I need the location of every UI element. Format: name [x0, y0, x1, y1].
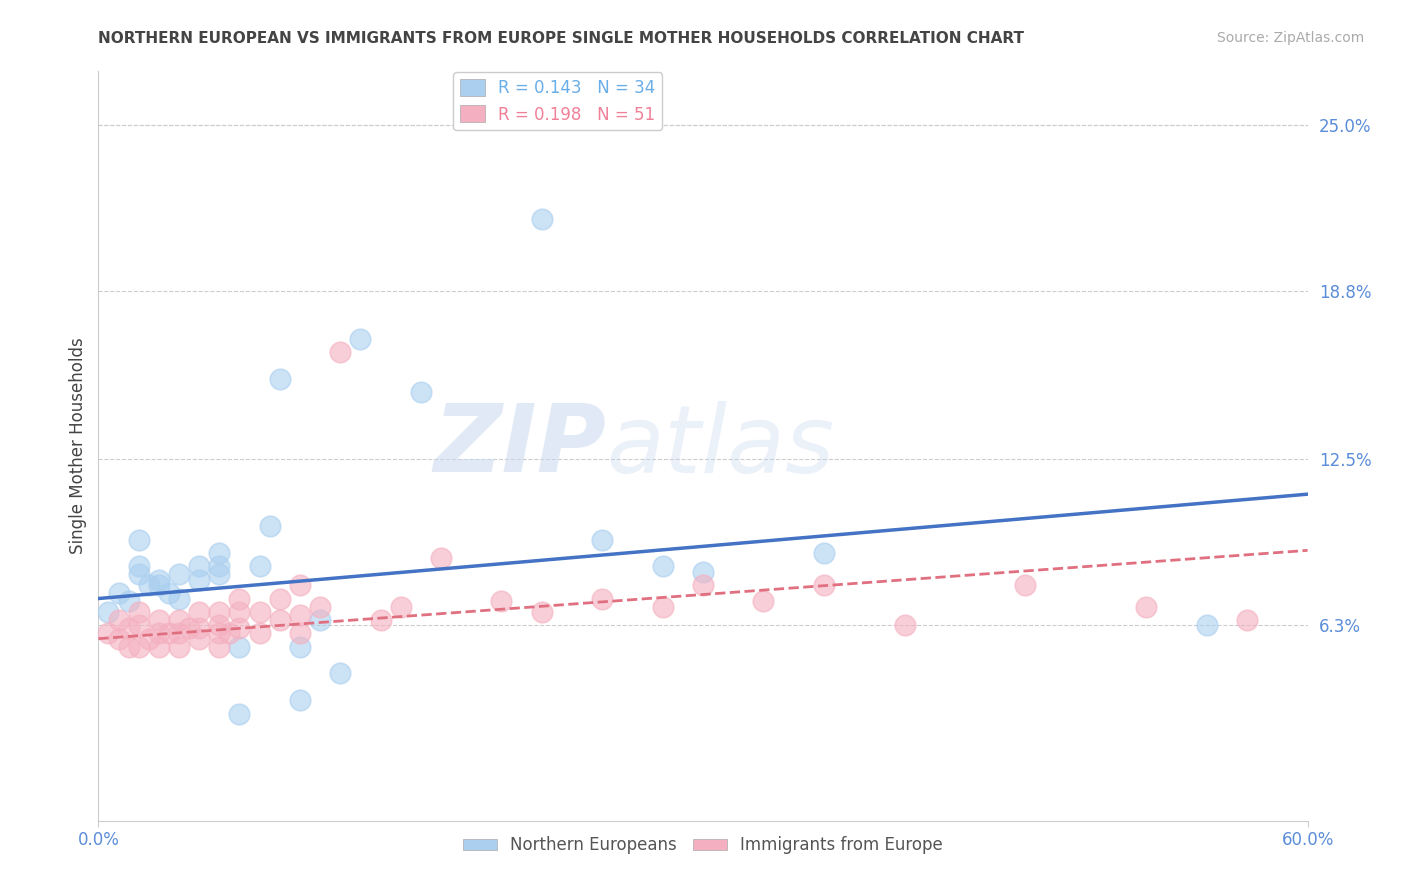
Point — [269, 613, 291, 627]
Point — [157, 586, 180, 600]
Point — [228, 621, 250, 635]
Point — [157, 626, 180, 640]
Text: atlas: atlas — [606, 401, 835, 491]
Point — [430, 551, 453, 566]
Point — [118, 621, 141, 635]
Text: Source: ZipAtlas.com: Source: ZipAtlas.com — [1216, 31, 1364, 45]
Point — [591, 533, 613, 547]
Point — [1135, 599, 1157, 614]
Point — [228, 706, 250, 721]
Point — [167, 567, 190, 582]
Point — [288, 578, 311, 592]
Point — [138, 578, 160, 592]
Point — [148, 573, 170, 587]
Point — [530, 211, 553, 226]
Point — [167, 613, 190, 627]
Point — [128, 567, 150, 582]
Point — [208, 559, 231, 574]
Point — [813, 578, 835, 592]
Point — [259, 519, 281, 533]
Point — [167, 591, 190, 606]
Text: NORTHERN EUROPEAN VS IMMIGRANTS FROM EUROPE SINGLE MOTHER HOUSEHOLDS CORRELATION: NORTHERN EUROPEAN VS IMMIGRANTS FROM EUR… — [98, 31, 1025, 46]
Point — [97, 605, 120, 619]
Point — [893, 618, 915, 632]
Point — [188, 621, 211, 635]
Point — [491, 594, 513, 608]
Point — [148, 640, 170, 654]
Point — [651, 559, 673, 574]
Point — [107, 586, 129, 600]
Point — [107, 632, 129, 646]
Point — [269, 591, 291, 606]
Point — [249, 559, 271, 574]
Point — [208, 618, 231, 632]
Point — [228, 591, 250, 606]
Point — [188, 559, 211, 574]
Point — [208, 567, 231, 582]
Point — [269, 372, 291, 386]
Point — [309, 613, 332, 627]
Point — [208, 546, 231, 560]
Point — [148, 613, 170, 627]
Point — [128, 605, 150, 619]
Point — [148, 626, 170, 640]
Point — [349, 332, 371, 346]
Point — [692, 565, 714, 579]
Point — [1014, 578, 1036, 592]
Point — [128, 559, 150, 574]
Point — [228, 640, 250, 654]
Point — [591, 591, 613, 606]
Point — [188, 605, 211, 619]
Point — [97, 626, 120, 640]
Point — [651, 599, 673, 614]
Point — [288, 640, 311, 654]
Point — [228, 605, 250, 619]
Point — [249, 605, 271, 619]
Text: ZIP: ZIP — [433, 400, 606, 492]
Point — [329, 345, 352, 359]
Point — [389, 599, 412, 614]
Point — [218, 626, 240, 640]
Point — [752, 594, 775, 608]
Point — [188, 632, 211, 646]
Point — [409, 385, 432, 400]
Point — [148, 578, 170, 592]
Point — [1236, 613, 1258, 627]
Point — [692, 578, 714, 592]
Point — [167, 626, 190, 640]
Point — [188, 573, 211, 587]
Point — [813, 546, 835, 560]
Y-axis label: Single Mother Households: Single Mother Households — [69, 338, 87, 554]
Point — [309, 599, 332, 614]
Point — [530, 605, 553, 619]
Point — [249, 626, 271, 640]
Point — [208, 626, 231, 640]
Point — [1195, 618, 1218, 632]
Point — [329, 666, 352, 681]
Point — [288, 626, 311, 640]
Point — [118, 594, 141, 608]
Point — [128, 618, 150, 632]
Point — [208, 605, 231, 619]
Point — [288, 693, 311, 707]
Point — [167, 640, 190, 654]
Legend: Northern Europeans, Immigrants from Europe: Northern Europeans, Immigrants from Euro… — [457, 830, 949, 861]
Point — [128, 533, 150, 547]
Point — [128, 640, 150, 654]
Point — [370, 613, 392, 627]
Point — [288, 607, 311, 622]
Point — [179, 621, 201, 635]
Point — [138, 632, 160, 646]
Point — [107, 613, 129, 627]
Point — [118, 640, 141, 654]
Point — [208, 640, 231, 654]
